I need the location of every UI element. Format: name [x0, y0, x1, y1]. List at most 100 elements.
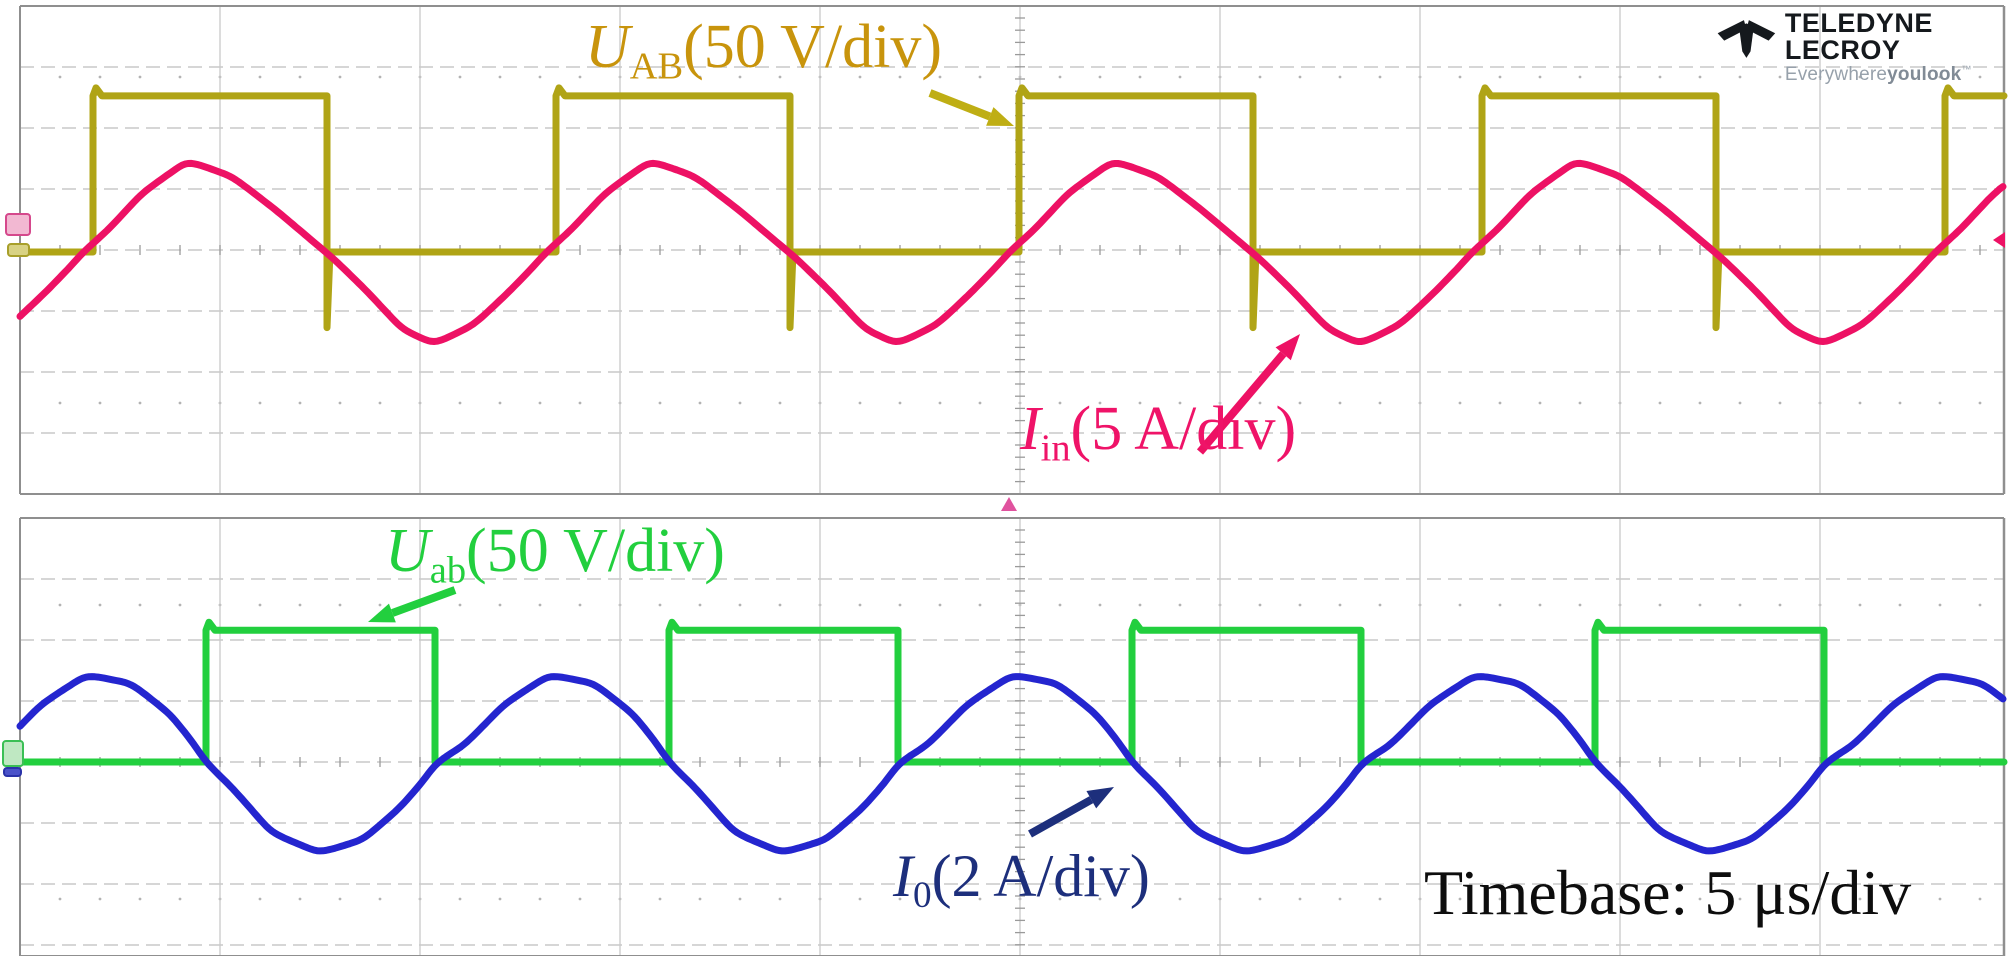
graticule-minor-dot	[1458, 401, 1462, 405]
graticule-minor-dot	[1978, 603, 1982, 607]
graticule-minor-dot	[1098, 401, 1102, 405]
graticule-minor-dot	[1178, 603, 1182, 607]
graticule-minor-dot	[738, 897, 742, 901]
graticule-minor-dot	[658, 75, 662, 79]
channel-marker-c2	[5, 213, 31, 236]
graticule-minor-dot	[738, 603, 742, 607]
uab-bot-arrow-head	[368, 603, 396, 623]
graticule-minor-dot	[98, 897, 102, 901]
graticule-minor-dot	[1178, 897, 1182, 901]
graticule-minor-dot	[1898, 897, 1902, 901]
graticule-minor-dot	[1258, 401, 1262, 405]
graticule-minor-dot	[698, 75, 702, 79]
channel-marker-c4	[3, 767, 22, 777]
graticule-minor-dot	[378, 897, 382, 901]
graticule-minor-dot	[1978, 897, 1982, 901]
graticule-minor-dot	[1498, 897, 1502, 901]
graticule-minor-dot	[178, 75, 182, 79]
iin-waveform	[16, 159, 2007, 345]
graticule-minor-dot	[1338, 897, 1342, 901]
graticule-minor-dot	[298, 603, 302, 607]
i0-waveform	[16, 673, 2007, 855]
graticule-minor-dot	[978, 603, 982, 607]
graticule-minor-dot	[458, 75, 462, 79]
graticule-minor-dot	[378, 401, 382, 405]
graticule-minor-dot	[778, 603, 782, 607]
graticule-minor-dot	[498, 401, 502, 405]
graticule-minor-dot	[858, 75, 862, 79]
graticule-minor-dot	[938, 897, 942, 901]
graticule-minor-dot	[978, 897, 982, 901]
graticule-minor-dot	[1538, 75, 1542, 79]
graticule-minor-dot	[1258, 75, 1262, 79]
graticule-minor-dot	[1858, 897, 1862, 901]
graticule-minor-dot	[858, 897, 862, 901]
graticule-minor-dot	[538, 75, 542, 79]
graticule-minor-dot	[1058, 75, 1062, 79]
graticule-minor-dot	[1858, 75, 1862, 79]
graticule-minor-dot	[1658, 603, 1662, 607]
graticule-minor-dot	[1698, 75, 1702, 79]
graticule-minor-dot	[138, 897, 142, 901]
uab-secondary-label: Uab(50 V/div)	[385, 517, 725, 592]
graticule-minor-dot	[1778, 603, 1782, 607]
graticule-minor-dot	[1498, 603, 1502, 607]
graticule-minor-dot	[578, 897, 582, 901]
graticule-minor-dot	[1338, 603, 1342, 607]
graticule-minor-dot	[258, 401, 262, 405]
graticule-minor-dot	[1178, 75, 1182, 79]
graticule-minor-dot	[1098, 603, 1102, 607]
trigger-time-marker	[1001, 497, 1017, 511]
uab-primary-label: UAB(50 V/div)	[585, 13, 943, 88]
graticule-minor-dot	[538, 401, 542, 405]
graticule-minor-dot	[98, 401, 102, 405]
graticule-minor-dot	[1578, 75, 1582, 79]
graticule-minor-dot	[938, 603, 942, 607]
graticule-minor-dot	[1058, 603, 1062, 607]
uab-top-arrow	[928, 89, 992, 121]
graticule-minor-dot	[1298, 75, 1302, 79]
graticule-minor-dot	[978, 401, 982, 405]
graticule-minor-dot	[698, 897, 702, 901]
graticule-minor-dot	[1058, 897, 1062, 901]
graticule-minor-dot	[1298, 603, 1302, 607]
graticule-minor-dot	[1578, 897, 1582, 901]
graticule-minor-dot	[138, 603, 142, 607]
graticule-minor-dot	[1698, 897, 1702, 901]
graticule-minor-dot	[738, 401, 742, 405]
graticule-minor-dot	[498, 897, 502, 901]
graticule-minor-dot	[1378, 401, 1382, 405]
graticule-minor-dot	[1538, 603, 1542, 607]
graticule-minor-dot	[1458, 897, 1462, 901]
graticule-minor-dot	[698, 401, 702, 405]
graticule-minor-dot	[578, 401, 582, 405]
graticule-minor-dot	[1738, 897, 1742, 901]
graticule-minor-dot	[658, 401, 662, 405]
graticule-minor-dot	[1778, 897, 1782, 901]
graticule-minor-dot	[1698, 401, 1702, 405]
uab-secondary-symbol: U	[385, 517, 430, 585]
graticule-minor-dot	[1058, 401, 1062, 405]
teledyne-lecroy-bird-icon	[1717, 20, 1776, 58]
graticule-minor-dot	[1498, 75, 1502, 79]
graticule-minor-dot	[58, 401, 62, 405]
graticule-minor-dot	[778, 75, 782, 79]
graticule-minor-dot	[898, 75, 902, 79]
graticule-minor-dot	[1338, 401, 1342, 405]
uab-top-arrow-head	[986, 107, 1014, 126]
graticule-minor-dot	[98, 603, 102, 607]
io-label: I0(2 A/div)	[893, 843, 1150, 917]
graticule-minor-dot	[178, 401, 182, 405]
iin-arrow-head	[1275, 334, 1300, 361]
graticule-minor-dot	[1578, 603, 1582, 607]
graticule-minor-dot	[498, 603, 502, 607]
graticule-minor-dot	[338, 603, 342, 607]
graticule-minor-dot	[338, 897, 342, 901]
graticule-minor-dot	[778, 897, 782, 901]
graticule-minor-dot	[1338, 75, 1342, 79]
graticule-minor-dot	[1138, 401, 1142, 405]
graticule-minor-dot	[1258, 897, 1262, 901]
graticule-minor-dot	[138, 75, 142, 79]
graticule-minor-dot	[1578, 401, 1582, 405]
graticule-minor-dot	[338, 401, 342, 405]
